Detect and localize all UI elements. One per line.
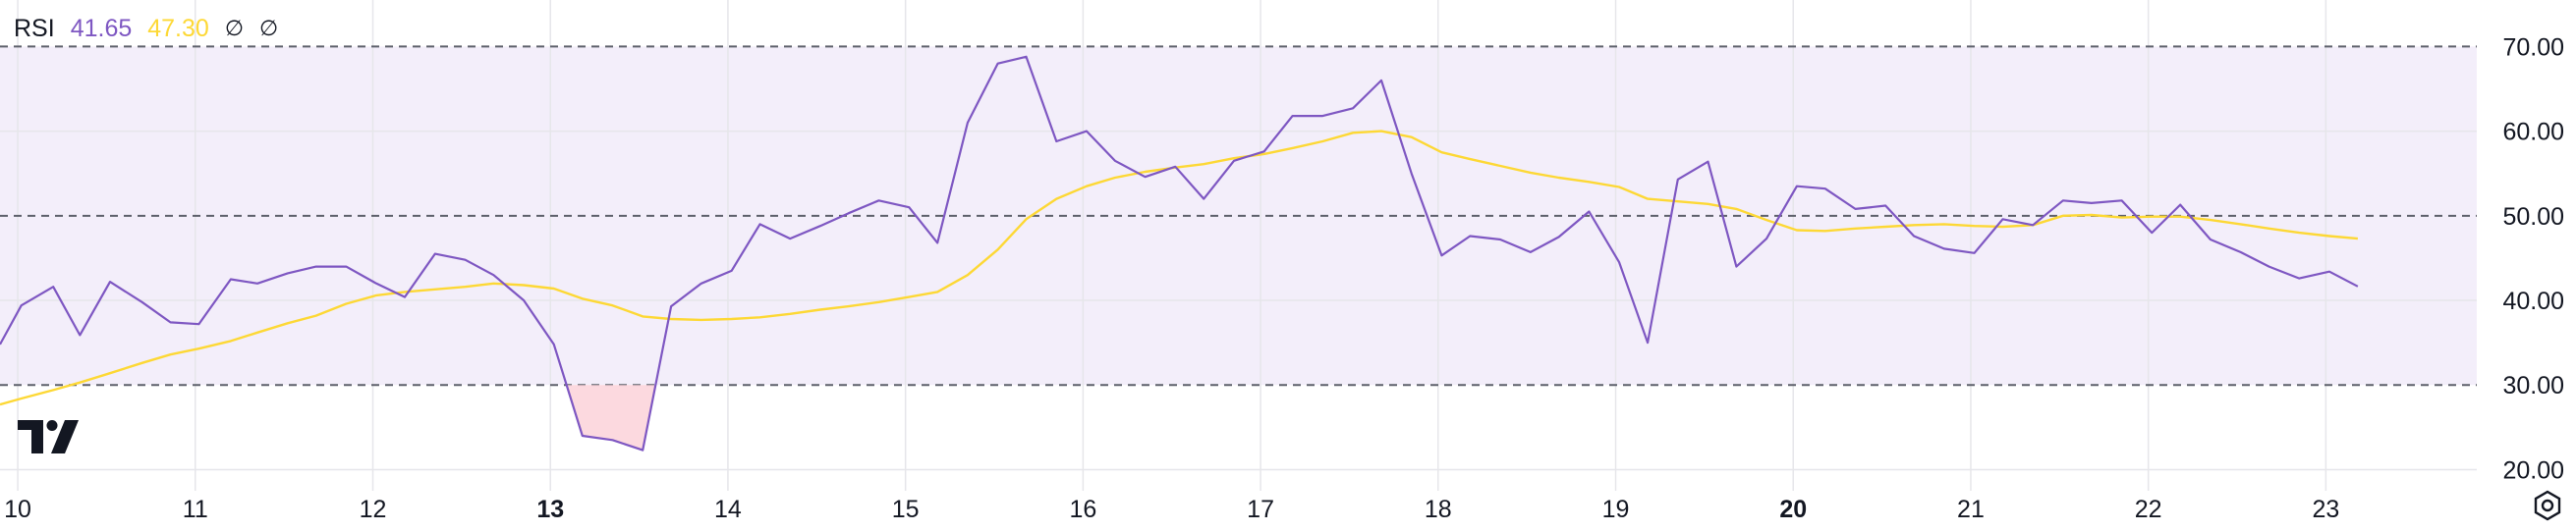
rsi-ma-value: 47.30 xyxy=(147,14,209,42)
settings-gear-icon[interactable] xyxy=(2531,489,2564,527)
x-tick-label: 15 xyxy=(892,496,920,523)
x-tick-label: 22 xyxy=(2135,496,2162,523)
oversold-area xyxy=(566,385,656,451)
y-tick-label: 30.00 xyxy=(2502,372,2564,399)
x-tick-label: 20 xyxy=(1779,496,1807,523)
x-tick-label: 19 xyxy=(1602,496,1630,523)
y-tick-label: 20.00 xyxy=(2502,456,2564,484)
y-tick-label: 40.00 xyxy=(2502,288,2564,315)
x-tick-label: 18 xyxy=(1425,496,1452,523)
x-tick-label: 17 xyxy=(1247,496,1274,523)
x-tick-label: 12 xyxy=(360,496,387,523)
x-axis: 10 11 12 13 14 15 16 17 18 19 20 21 22 23 xyxy=(4,496,2339,523)
x-tick-label: 14 xyxy=(714,496,742,523)
x-tick-label: 21 xyxy=(1957,496,1985,523)
x-tick-label: 16 xyxy=(1069,496,1096,523)
rsi-value: 41.65 xyxy=(70,14,133,42)
indicator-legend[interactable]: RSI 41.65 47.30 ∅ ∅ xyxy=(14,12,278,45)
oversold-fill-layer xyxy=(566,385,656,451)
series-layer xyxy=(0,55,2359,452)
y-tick-label: 60.00 xyxy=(2502,119,2564,146)
x-tick-label: 11 xyxy=(183,496,208,523)
y-tick-label: 50.00 xyxy=(2502,203,2564,231)
y-tick-label: 70.00 xyxy=(2502,33,2564,61)
tradingview-logo-icon[interactable] xyxy=(18,420,81,458)
rsi-series-line xyxy=(0,55,2359,452)
empty-value-a: ∅ xyxy=(224,16,244,40)
x-tick-label: 13 xyxy=(536,496,564,523)
x-tick-label: 23 xyxy=(2312,496,2339,523)
indicator-name: RSI xyxy=(14,14,55,42)
empty-value-b: ∅ xyxy=(258,16,279,40)
y-axis: 70.00 60.00 50.00 40.00 30.00 20.00 xyxy=(2502,33,2564,484)
x-tick-label: 10 xyxy=(4,496,31,523)
